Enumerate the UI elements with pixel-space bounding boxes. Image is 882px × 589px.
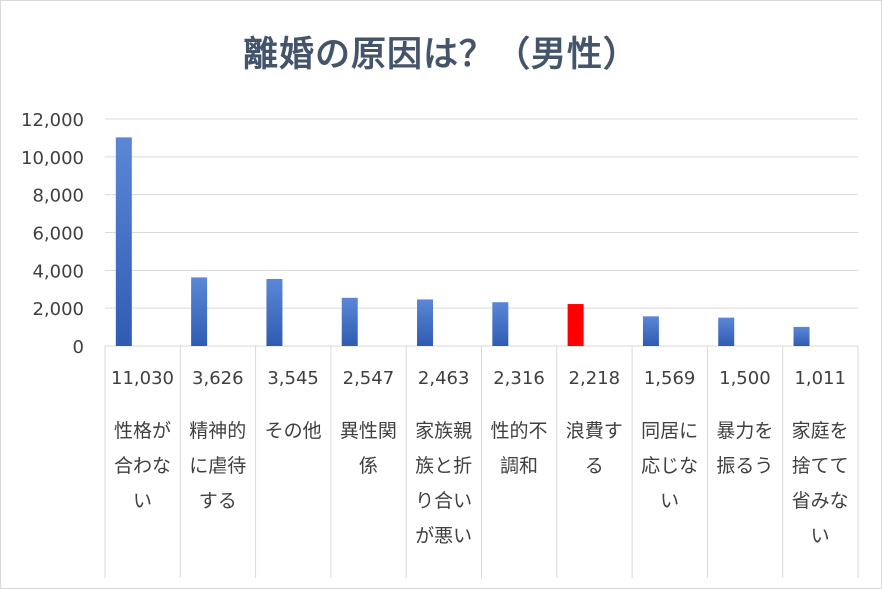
category-label: 性格が 合わない bbox=[113, 420, 171, 512]
category-label: 暴力を 振るう bbox=[716, 420, 774, 477]
value-label: 1,500 bbox=[719, 368, 771, 389]
y-tick-label: 12,000 bbox=[21, 110, 84, 131]
category-label: 異性関係 bbox=[339, 420, 397, 477]
bar bbox=[642, 316, 659, 346]
bar bbox=[417, 299, 434, 346]
value-label: 3,545 bbox=[267, 368, 319, 389]
chart-title: 離婚の原因は？（男性） bbox=[242, 35, 639, 75]
category-label: 家庭を 捨てて 省みない bbox=[791, 420, 849, 547]
bar bbox=[793, 326, 810, 346]
value-label: 2,547 bbox=[342, 368, 395, 389]
bar bbox=[115, 137, 132, 346]
value-label: 3,626 bbox=[192, 368, 244, 389]
value-label: 1,569 bbox=[643, 368, 696, 389]
bar bbox=[191, 277, 208, 346]
category-label: その他 bbox=[264, 420, 322, 442]
y-tick-label: 10,000 bbox=[21, 148, 84, 169]
bar bbox=[266, 278, 283, 346]
bar bbox=[567, 304, 584, 346]
value-label: 2,218 bbox=[568, 368, 621, 389]
category-label: 性的不 調和 bbox=[490, 420, 548, 477]
bar bbox=[492, 302, 509, 346]
y-tick-label: 0 bbox=[73, 337, 84, 358]
category-label: 精神的 に虐待 する bbox=[189, 420, 247, 512]
value-label: 11,030 bbox=[111, 368, 174, 389]
y-tick-label: 6,000 bbox=[32, 224, 84, 245]
y-tick-label: 8,000 bbox=[32, 186, 84, 207]
category-label: 家族親 族と折 り合い が悪い bbox=[415, 420, 473, 547]
value-label: 2,316 bbox=[493, 368, 545, 389]
bar bbox=[718, 317, 735, 346]
bar bbox=[341, 297, 358, 346]
category-label: 同居に 応じない bbox=[641, 420, 699, 512]
value-label: 2,463 bbox=[417, 368, 470, 389]
value-label: 1,011 bbox=[794, 368, 846, 389]
y-tick-label: 2,000 bbox=[32, 299, 84, 320]
y-tick-label: 4,000 bbox=[32, 261, 84, 282]
category-label: 浪費する bbox=[565, 420, 623, 477]
